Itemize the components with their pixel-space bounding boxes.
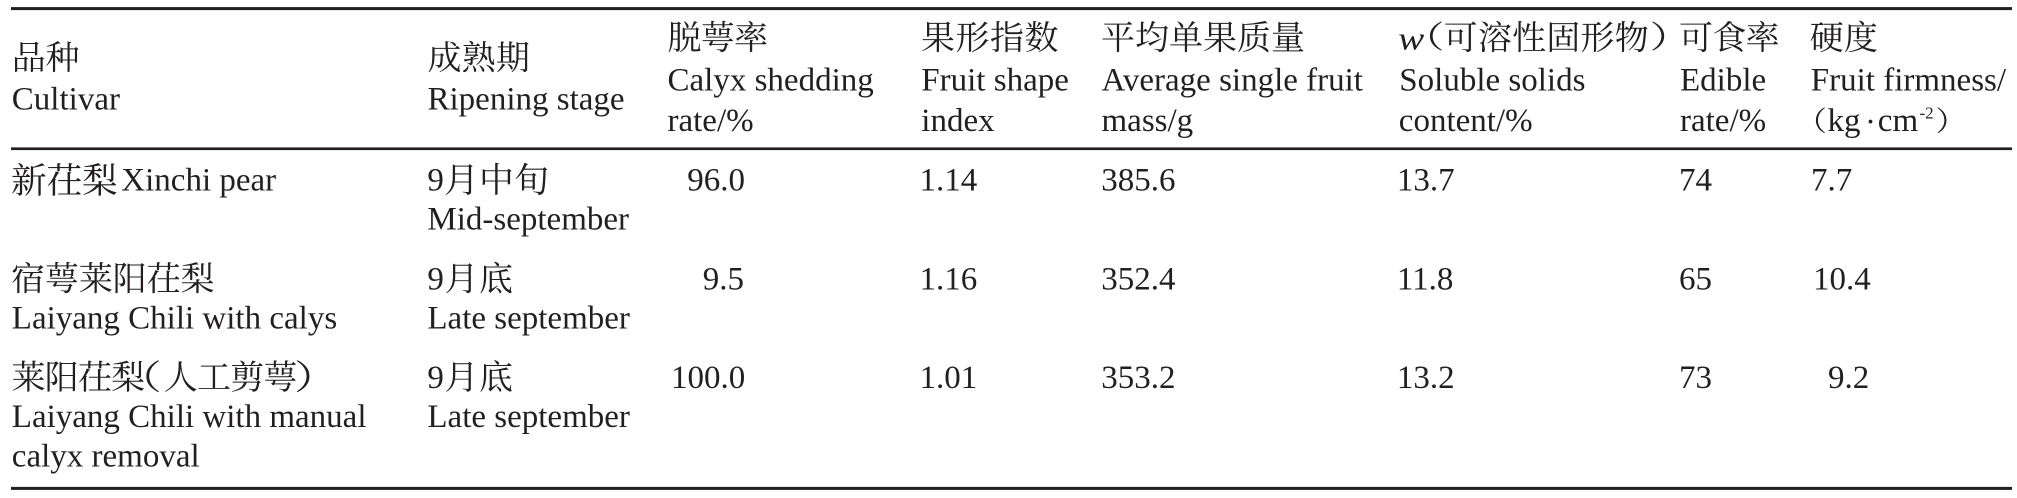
svg-text:9: 9 bbox=[427, 262, 444, 298]
svg-text:Mid-september: Mid-september bbox=[427, 202, 629, 238]
svg-text:65: 65 bbox=[1679, 262, 1712, 298]
svg-text:13.7: 13.7 bbox=[1397, 162, 1455, 198]
svg-text:·: · bbox=[1865, 105, 1876, 141]
svg-text:Late september: Late september bbox=[427, 300, 629, 336]
svg-text:1.01: 1.01 bbox=[920, 360, 978, 396]
svg-text:cm: cm bbox=[1878, 103, 1919, 139]
svg-text:11.8: 11.8 bbox=[1397, 262, 1454, 298]
svg-text:Edible: Edible bbox=[1680, 63, 1766, 99]
svg-text:74: 74 bbox=[1679, 162, 1712, 198]
svg-text:content/%: content/% bbox=[1399, 103, 1533, 139]
svg-text:Ripening stage: Ripening stage bbox=[428, 82, 625, 118]
svg-text:rate/%: rate/% bbox=[668, 103, 754, 139]
svg-text:Fruit shape: Fruit shape bbox=[921, 63, 1069, 99]
svg-text:Fruit firmness/: Fruit firmness/ bbox=[1811, 63, 2007, 99]
svg-text:7.7: 7.7 bbox=[1811, 162, 1852, 198]
svg-text:100.0: 100.0 bbox=[671, 360, 745, 396]
svg-text:13.2: 13.2 bbox=[1397, 360, 1455, 396]
svg-text:10.4: 10.4 bbox=[1813, 262, 1871, 298]
svg-text:385.6: 385.6 bbox=[1101, 162, 1175, 198]
svg-text:Cultivar: Cultivar bbox=[12, 82, 120, 118]
svg-text:Laiyang Chili with manual: Laiyang Chili with manual bbox=[12, 399, 367, 435]
svg-text:353.2: 353.2 bbox=[1101, 360, 1175, 396]
svg-text:Average single fruit: Average single fruit bbox=[1102, 63, 1363, 99]
svg-text:Laiyang Chili with calys: Laiyang Chili with calys bbox=[12, 300, 337, 336]
svg-text:1.14: 1.14 bbox=[920, 162, 978, 198]
svg-text:96.0: 96.0 bbox=[687, 162, 745, 198]
svg-text:73: 73 bbox=[1679, 360, 1712, 396]
svg-text:9: 9 bbox=[427, 162, 444, 198]
svg-text:9.5: 9.5 bbox=[703, 262, 744, 298]
svg-text:rate/%: rate/% bbox=[1680, 103, 1766, 139]
svg-text:352.4: 352.4 bbox=[1101, 262, 1175, 298]
svg-text:Soluble solids: Soluble solids bbox=[1399, 63, 1585, 99]
svg-text:-2: -2 bbox=[1920, 104, 1934, 123]
svg-text:Xinchi pear: Xinchi pear bbox=[121, 162, 276, 198]
svg-text:9.2: 9.2 bbox=[1828, 360, 1869, 396]
svg-text:mass/g: mass/g bbox=[1102, 103, 1194, 139]
svg-text:1.16: 1.16 bbox=[920, 262, 978, 298]
svg-text:Calyx shedding: Calyx shedding bbox=[668, 63, 874, 99]
svg-text:9: 9 bbox=[427, 360, 444, 396]
svg-text:calyx removal: calyx removal bbox=[12, 439, 200, 475]
svg-text:kg: kg bbox=[1828, 103, 1861, 139]
svg-text:index: index bbox=[921, 103, 995, 139]
svg-text:Late september: Late september bbox=[427, 399, 629, 435]
